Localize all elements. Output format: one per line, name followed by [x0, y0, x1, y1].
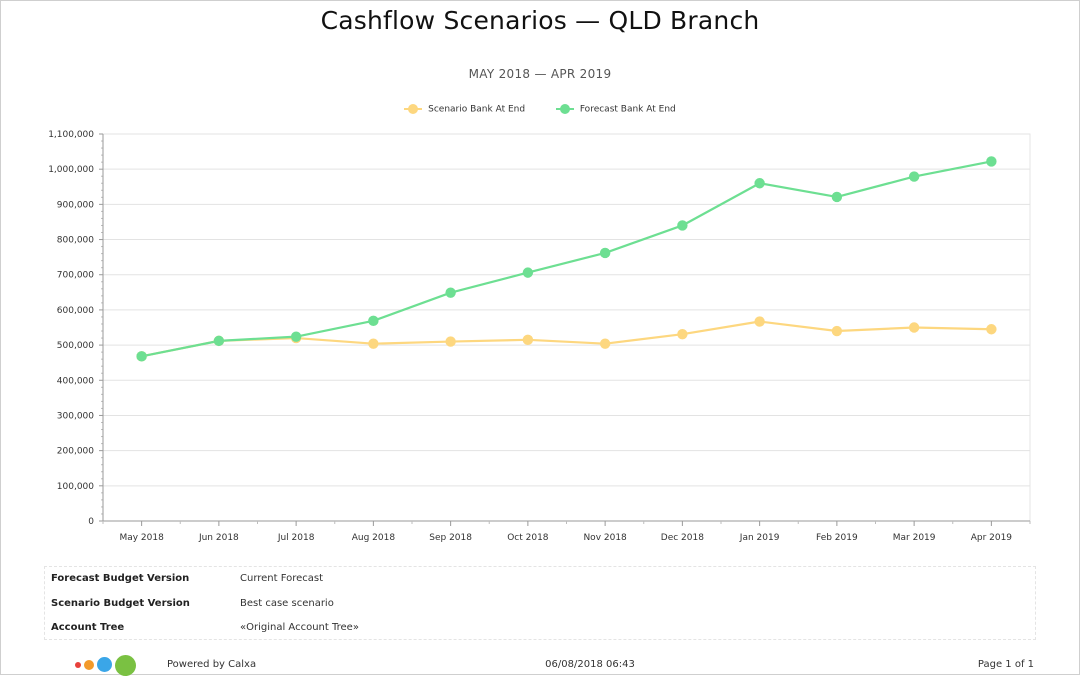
y-tick-label: 200,000 — [57, 447, 94, 457]
data-point-forecast — [522, 267, 534, 278]
legend-label-scenario: Scenario Bank At End — [428, 104, 526, 115]
detail-value: Best case scenario — [240, 598, 334, 609]
data-point-forecast — [599, 247, 611, 259]
x-tick-label: Jun 2018 — [198, 533, 239, 543]
report-footer: Powered by Calxa 06/08/2018 06:43 Page 1… — [0, 655, 1080, 676]
x-tick-label: Jan 2019 — [739, 533, 780, 543]
logo-dot-blue — [97, 657, 112, 672]
y-tick-label: 800,000 — [57, 236, 94, 246]
report-subtitle: MAY 2018 — APR 2019 — [468, 67, 612, 81]
x-tick-label: Sep 2018 — [429, 533, 472, 543]
detail-label: Scenario Budget Version — [51, 598, 190, 609]
data-point-scenario — [677, 328, 688, 340]
y-tick-label: 300,000 — [57, 411, 94, 421]
data-point-scenario — [522, 334, 534, 346]
detail-label: Forecast Budget Version — [51, 573, 190, 584]
data-point-scenario — [986, 324, 997, 335]
data-point-forecast — [986, 156, 997, 167]
legend-marker-forecast — [555, 104, 574, 114]
data-point-forecast — [136, 351, 147, 362]
x-tick-label: Mar 2019 — [893, 533, 936, 543]
legend-marker-scenario — [404, 104, 423, 114]
powered-by-text: Powered by Calxa — [167, 659, 257, 670]
y-tick-label: 100,000 — [57, 482, 94, 492]
y-tick-label: 400,000 — [57, 376, 94, 386]
data-point-forecast — [290, 331, 302, 342]
detail-value: Current Forecast — [240, 573, 324, 584]
data-point-scenario — [908, 322, 920, 333]
x-tick-label: Dec 2018 — [661, 533, 704, 543]
legend-item-forecast[interactable]: Forecast Bank At End — [555, 104, 676, 115]
y-tick-label: 500,000 — [57, 341, 94, 351]
data-point-scenario — [368, 338, 379, 349]
x-tick-label: Nov 2018 — [583, 533, 627, 543]
printed-timestamp: 06/08/2018 06:43 — [545, 659, 635, 670]
detail-label: Account Tree — [51, 622, 125, 633]
data-point-forecast — [908, 171, 920, 182]
data-point-forecast — [213, 335, 225, 347]
x-tick-label: Apr 2019 — [971, 533, 1013, 543]
data-point-scenario — [754, 316, 765, 327]
data-point-forecast — [754, 178, 765, 189]
data-point-scenario — [599, 338, 611, 349]
y-tick-label: 700,000 — [57, 271, 94, 281]
data-point-forecast — [677, 220, 688, 231]
y-tick-label: 1,000,000 — [48, 165, 94, 175]
series-line-scenario — [141, 320, 992, 358]
x-tick-label: May 2018 — [119, 533, 164, 543]
x-tick-label: Aug 2018 — [352, 533, 396, 543]
report-title: Cashflow Scenarios — QLD Branch — [320, 6, 760, 35]
logo-dot-red — [75, 662, 81, 668]
data-point-scenario — [831, 325, 843, 337]
y-tick-label: 600,000 — [57, 306, 94, 316]
calxa-logo — [75, 655, 145, 676]
detail-value: «Original Account Tree» — [240, 622, 359, 633]
data-point-forecast — [445, 287, 456, 298]
report-details-table: Forecast Budget Version Current Forecast… — [44, 566, 1036, 640]
line-chart: 0 100,000 200,000 300,000 400,000 500,000 600,… — [48, 130, 1031, 543]
y-tick-label: 0 — [88, 517, 94, 527]
series-line-forecast — [141, 160, 992, 358]
legend-item-scenario[interactable]: Scenario Bank At End — [404, 104, 525, 115]
data-point-scenario — [445, 336, 456, 347]
logo-dot-orange — [84, 660, 94, 670]
x-tick-label: Feb 2019 — [816, 533, 858, 543]
x-tick-label: Oct 2018 — [507, 533, 549, 543]
y-tick-label: 900,000 — [57, 200, 94, 210]
x-tick-label: Jul 2018 — [277, 533, 315, 543]
page-indicator: Page 1 of 1 — [977, 659, 1034, 670]
y-tick-label: 1,100,000 — [48, 130, 94, 140]
logo-dot-green — [115, 655, 136, 676]
chart-legend: Scenario Bank At End Forecast Bank At En… — [0, 104, 1080, 115]
data-point-forecast — [831, 191, 843, 203]
legend-label-forecast: Forecast Bank At End — [579, 104, 676, 115]
data-point-forecast — [368, 315, 379, 327]
